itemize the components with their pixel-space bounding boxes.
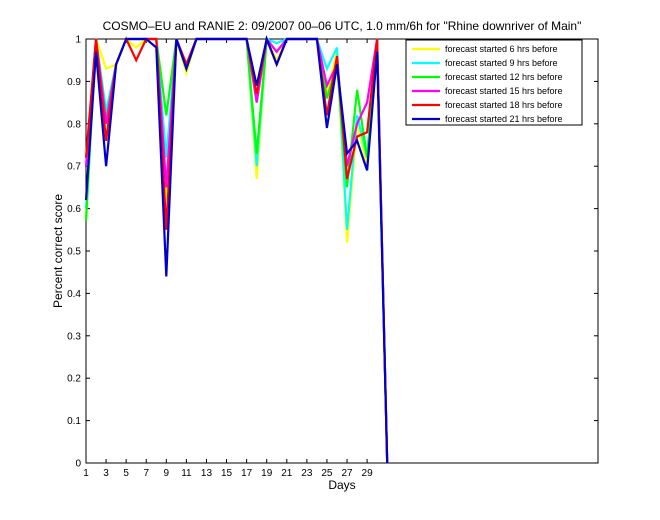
legend-label-2: forecast started 9 hrs before (445, 58, 558, 68)
y-tick-label: 0.2 (67, 374, 81, 385)
x-tick-label: 29 (362, 468, 374, 479)
y-tick-label: 0.1 (67, 416, 81, 427)
series-lines (84, 34, 389, 464)
x-axis-label: Days (328, 478, 355, 492)
x-tick-label: 19 (261, 468, 273, 479)
y-tick-label: 0.4 (67, 289, 81, 300)
y-axis: 0 0.1 0.2 0.3 0.4 0.5 0.6 0.7 0.8 0.9 1 (67, 35, 598, 470)
x-tick-label: 13 (201, 468, 213, 479)
x-tick-label: 7 (143, 468, 149, 479)
legend-label-6: forecast started 21 hrs before (445, 114, 563, 124)
y-tick-label: 0 (75, 459, 81, 470)
legend-label-5: forecast started 18 hrs before (445, 100, 563, 110)
x-tick-label: 27 (341, 468, 353, 479)
y-tick-label: 1 (75, 35, 81, 46)
x-tick-label: 1 (83, 468, 89, 479)
y-tick-label: 0.9 (67, 77, 81, 88)
series-line-6 (84, 35, 389, 464)
legend-label-3: forecast started 12 hrs before (445, 72, 563, 82)
legend-label-1: forecast started 6 hrs before (445, 44, 558, 54)
x-tick-label: 3 (103, 468, 109, 479)
x-tick-label: 23 (301, 468, 313, 479)
y-tick-label: 0.8 (67, 119, 81, 130)
x-tick-label: 15 (221, 468, 233, 479)
y-tick-label: 0.3 (67, 331, 81, 342)
x-tick-label: 21 (281, 468, 293, 479)
x-tick-label: 9 (164, 468, 170, 479)
legend-label-4: forecast started 15 hrs before (445, 86, 563, 96)
x-tick-label: 11 (181, 468, 192, 479)
y-axis-label: Percent correct score (51, 194, 65, 308)
y-tick-label: 0.7 (67, 162, 81, 173)
x-tick-label: 5 (123, 468, 129, 479)
chart-title: COSMO–EU and RANIE 2: 09/2007 00–06 UTC,… (103, 19, 582, 33)
legend-box (405, 39, 583, 126)
y-tick-label: 0.5 (67, 247, 81, 258)
y-tick-label: 0.6 (67, 204, 81, 215)
x-tick-label: 17 (241, 468, 253, 479)
x-tick-label: 25 (321, 468, 333, 479)
legend: forecast started 6 hrs before forecast st… (405, 39, 583, 126)
